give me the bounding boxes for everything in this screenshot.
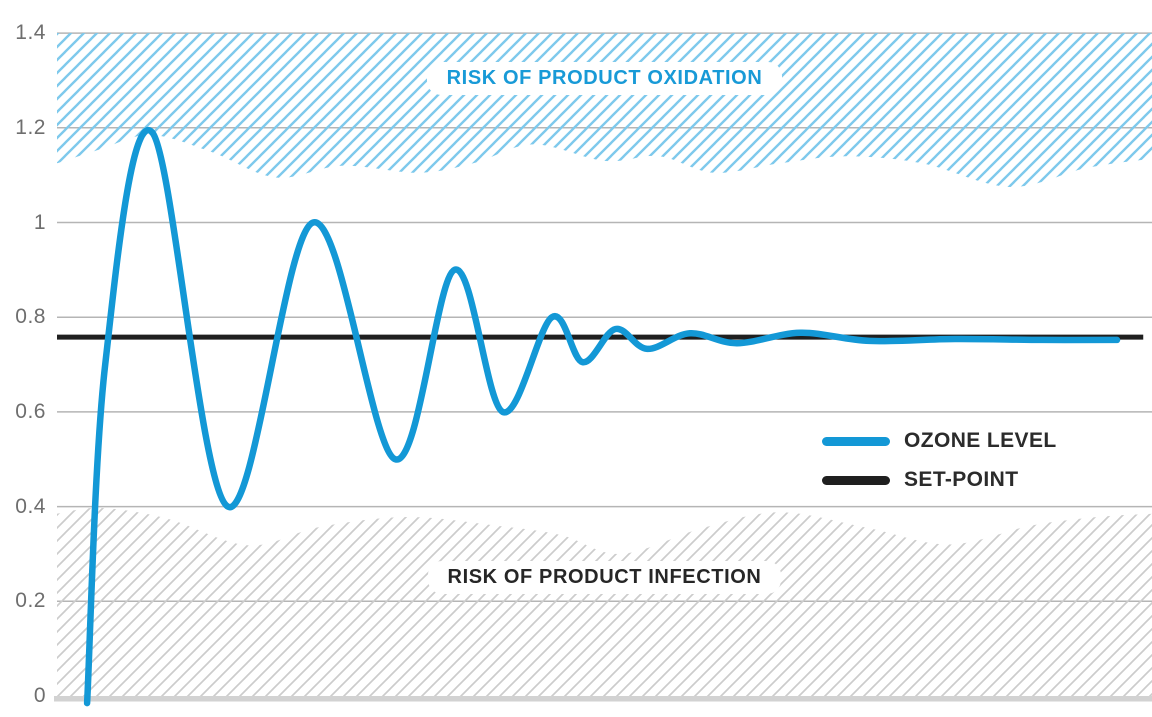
legend-label-set-point: SET-POINT bbox=[904, 468, 1019, 491]
y-tick-0.2: 0.2 bbox=[15, 589, 46, 613]
ozone-level-line-swatch bbox=[822, 436, 890, 446]
y-axis-labels: 1.4 1.2 1 0.8 0.6 0.4 0.2 0 bbox=[0, 0, 46, 717]
oxidation-risk-zone bbox=[57, 33, 1152, 188]
y-tick-1.2: 1.2 bbox=[15, 115, 46, 139]
y-tick-1.4: 1.4 bbox=[15, 21, 46, 45]
legend-item-ozone-level: OZONE LEVEL bbox=[822, 429, 1057, 453]
y-tick-0.6: 0.6 bbox=[15, 399, 46, 423]
legend: OZONE LEVEL SET-POINT bbox=[822, 429, 1057, 507]
y-tick-0.4: 0.4 bbox=[15, 494, 46, 518]
ozone-level-curve bbox=[83, 126, 1121, 707]
set-point-line-swatch bbox=[822, 475, 890, 485]
infection-risk-zone bbox=[57, 507, 1152, 699]
y-tick-0.8: 0.8 bbox=[15, 305, 46, 329]
y-tick-0: 0 bbox=[33, 684, 46, 707]
y-tick-1: 1 bbox=[33, 210, 46, 234]
x-axis-baseline bbox=[54, 696, 1152, 702]
legend-item-set-point: SET-POINT bbox=[822, 468, 1057, 492]
legend-label-ozone-level: OZONE LEVEL bbox=[904, 429, 1057, 452]
